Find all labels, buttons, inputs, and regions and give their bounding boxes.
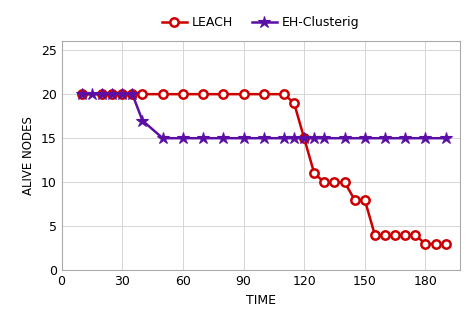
EH-Clusterig — [321, 136, 327, 140]
LEACH — [352, 198, 357, 202]
EH-Clusterig — [89, 92, 95, 96]
EH-Clusterig — [160, 136, 165, 140]
Legend: LEACH, EH-Clusterig: LEACH, EH-Clusterig — [158, 12, 363, 33]
EH-Clusterig — [129, 92, 135, 96]
LEACH — [332, 180, 337, 184]
EH-Clusterig — [281, 136, 287, 140]
LEACH — [241, 92, 246, 96]
LEACH — [220, 92, 226, 96]
EH-Clusterig — [99, 92, 105, 96]
LEACH — [140, 92, 146, 96]
Y-axis label: ALIVE NODES: ALIVE NODES — [22, 116, 36, 195]
LEACH — [79, 92, 85, 96]
EH-Clusterig — [140, 119, 146, 122]
EH-Clusterig — [382, 136, 388, 140]
LEACH — [362, 198, 368, 202]
LEACH — [180, 92, 186, 96]
LEACH — [423, 242, 428, 246]
EH-Clusterig — [291, 136, 297, 140]
LEACH — [119, 92, 125, 96]
LEACH — [109, 92, 115, 96]
EH-Clusterig — [423, 136, 428, 140]
EH-Clusterig — [261, 136, 266, 140]
LEACH — [311, 171, 317, 175]
LEACH — [129, 92, 135, 96]
Line: LEACH: LEACH — [78, 90, 450, 248]
LEACH — [321, 180, 327, 184]
EH-Clusterig — [220, 136, 226, 140]
LEACH — [281, 92, 287, 96]
LEACH — [342, 180, 347, 184]
LEACH — [443, 242, 448, 246]
EH-Clusterig — [200, 136, 206, 140]
EH-Clusterig — [362, 136, 368, 140]
LEACH — [99, 92, 105, 96]
LEACH — [382, 233, 388, 237]
LEACH — [402, 233, 408, 237]
EH-Clusterig — [402, 136, 408, 140]
EH-Clusterig — [109, 92, 115, 96]
X-axis label: TIME: TIME — [246, 294, 276, 307]
EH-Clusterig — [443, 136, 448, 140]
EH-Clusterig — [241, 136, 246, 140]
LEACH — [392, 233, 398, 237]
EH-Clusterig — [301, 136, 307, 140]
LEACH — [372, 233, 378, 237]
Line: EH-Clusterig: EH-Clusterig — [75, 88, 452, 144]
LEACH — [160, 92, 165, 96]
EH-Clusterig — [342, 136, 347, 140]
LEACH — [261, 92, 266, 96]
LEACH — [200, 92, 206, 96]
EH-Clusterig — [79, 92, 85, 96]
LEACH — [301, 136, 307, 140]
LEACH — [291, 101, 297, 105]
LEACH — [433, 242, 438, 246]
EH-Clusterig — [311, 136, 317, 140]
LEACH — [412, 233, 418, 237]
EH-Clusterig — [180, 136, 186, 140]
EH-Clusterig — [119, 92, 125, 96]
